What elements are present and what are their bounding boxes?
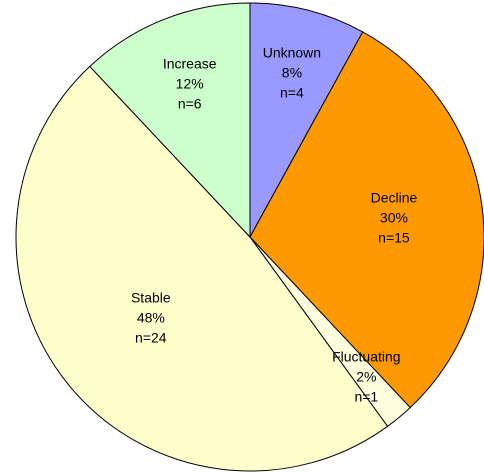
slice-count: n=24 [135,330,167,346]
slice-count: n=6 [178,95,202,111]
slice-count: n=15 [378,230,410,246]
slice-percent: 2% [356,368,376,384]
slice-percent: 8% [282,65,302,81]
slice-count: n=4 [280,85,304,101]
pie-slice [249,31,484,409]
slice-percent: 48% [137,310,165,326]
slice-percent: 12% [176,75,204,91]
pie-slice [15,65,389,472]
slice-label: Fluctuating [332,348,400,364]
slice-label: Decline [371,190,418,206]
pie-slice [89,2,251,239]
slice-percent: 30% [380,210,408,226]
slice-label: Stable [131,290,171,306]
slice-label: Unknown [263,45,321,61]
slice-label: Increase [163,55,217,71]
slice-count: n=1 [354,388,378,404]
pie-slice [249,2,364,238]
